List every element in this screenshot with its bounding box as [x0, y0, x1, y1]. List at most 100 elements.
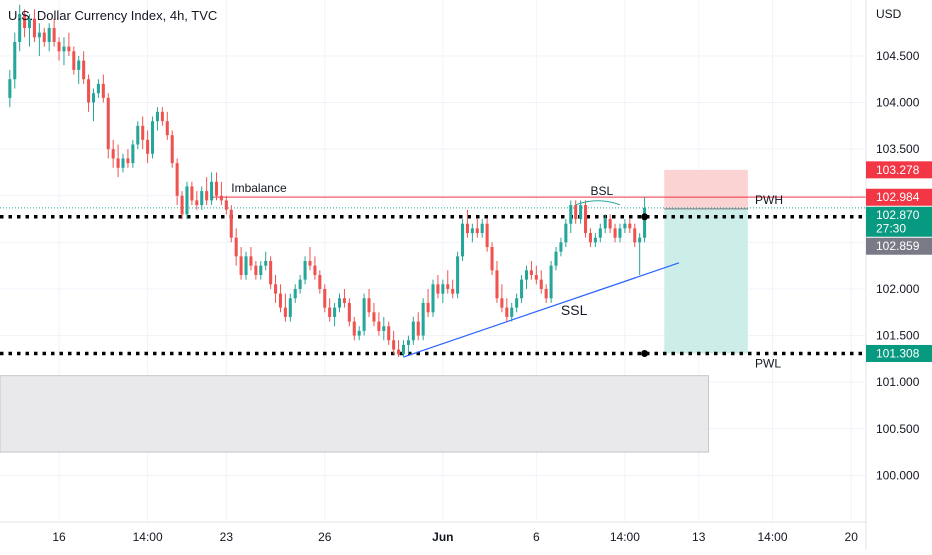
x-tick-label-0: 16: [52, 530, 66, 544]
candle-body-11: [62, 46, 66, 52]
label-pwh: PWH: [755, 193, 783, 207]
price-tag-countdown-2: 27:30: [876, 222, 906, 236]
candle-body-13: [72, 51, 76, 70]
candle-body-37: [190, 186, 194, 201]
candle-body-7: [42, 32, 46, 42]
candle-body-97: [485, 223, 489, 248]
candle-body-87: [436, 284, 440, 294]
candle-body-109: [544, 288, 548, 299]
candle-body-8: [47, 27, 51, 42]
candle-body-28: [146, 139, 150, 154]
candle-body-26: [136, 125, 140, 145]
candle-body-9: [52, 27, 56, 42]
candle-body-66: [333, 307, 337, 317]
candle-body-65: [328, 307, 332, 317]
annotations: Imbalance BSL SSL PWH PWL: [231, 181, 783, 370]
candle-body-125: [623, 223, 627, 229]
x-tick-label-4: Jun: [432, 530, 453, 544]
candle-body-78: [392, 340, 396, 350]
candle-body-113: [564, 223, 568, 243]
candle-body-51: [259, 265, 263, 275]
candle-body-88: [441, 284, 445, 294]
candle-body-99: [495, 270, 499, 299]
candle-body-86: [431, 284, 435, 313]
y-tick-label-7: 101.000: [876, 375, 920, 389]
candle-body-59: [298, 279, 302, 289]
candle-body-6: [37, 32, 41, 38]
candle-body-14: [77, 60, 81, 70]
candle-body-16: [87, 79, 91, 103]
candle-body-76: [382, 326, 386, 331]
candle-body-63: [318, 274, 322, 289]
take-profit-zone: [664, 208, 748, 354]
candle-body-45: [229, 209, 233, 238]
candle-body-30: [155, 111, 159, 122]
x-tick-label-5: 6: [533, 530, 540, 544]
y-tick-label-9: 100.000: [876, 468, 920, 482]
candle-body-84: [421, 302, 425, 336]
price-tag-label-3: 102.859: [876, 239, 920, 253]
price-tag-label-0: 103.278: [876, 163, 920, 177]
candle-body-100: [500, 298, 504, 308]
candle-body-123: [613, 228, 617, 238]
candle-body-52: [264, 261, 268, 266]
candle-body-114: [569, 205, 573, 224]
candle-body-23: [121, 158, 125, 168]
candle-body-70: [352, 321, 356, 336]
candle-body-15: [82, 60, 86, 80]
candle-body-89: [446, 284, 450, 289]
candle-body-1: [13, 41, 17, 80]
candle-body-43: [219, 195, 223, 201]
price-tag-label-1: 102.984: [876, 190, 920, 204]
candle-body-50: [254, 265, 258, 275]
candle-body-49: [249, 256, 253, 266]
candle-body-74: [372, 312, 376, 322]
label-ssl: SSL: [561, 302, 588, 318]
candle-body-18: [96, 83, 100, 94]
candle-body-92: [460, 223, 465, 257]
candle-body-94: [470, 228, 474, 234]
candle-body-127: [633, 228, 637, 243]
candle-body-19: [101, 83, 105, 98]
y-tick-label-2: 103.500: [876, 142, 920, 156]
candle-body-85: [426, 302, 430, 313]
candle-body-31: [160, 111, 164, 122]
candle-body-48: [244, 256, 248, 275]
chart-title: U.S. Dollar Currency Index, 4h, TVC: [8, 8, 217, 23]
candle-body-42: [214, 181, 219, 196]
bsl-bracket: [575, 200, 621, 206]
candle-body-2: [18, 13, 22, 42]
candle-body-68: [342, 298, 346, 303]
candle-body-55: [278, 293, 282, 308]
candle-body-81: [406, 340, 410, 345]
candle-body-102: [510, 307, 514, 317]
candle-body-82: [411, 321, 415, 341]
candle-body-119: [593, 237, 597, 243]
pwh-marker: [641, 213, 649, 221]
label-pwl: PWL: [755, 356, 781, 370]
demand-zone: [0, 375, 710, 453]
x-tick-label-8: 14:00: [757, 530, 787, 544]
candle-body-95: [475, 228, 479, 234]
candle-body-36: [185, 186, 189, 215]
candle-body-72: [362, 298, 366, 331]
levels: [0, 196, 866, 358]
candle-body-110: [549, 265, 553, 299]
candle-body-33: [170, 135, 174, 164]
label-bsl: BSL: [590, 184, 613, 198]
candle-body-34: [175, 163, 179, 196]
zones: [0, 169, 748, 453]
label-imbalance: Imbalance: [231, 181, 287, 195]
candle-body-122: [608, 219, 612, 229]
candle-body-0: [8, 79, 12, 98]
candle-body-62: [313, 265, 317, 275]
x-tick-label-3: 26: [318, 530, 332, 544]
candle-body-104: [520, 279, 524, 299]
candle-body-71: [357, 330, 361, 336]
candle-body-58: [293, 288, 297, 299]
candle-body-77: [387, 326, 391, 341]
candle-body-96: [480, 223, 484, 234]
candle-body-115: [574, 205, 578, 220]
